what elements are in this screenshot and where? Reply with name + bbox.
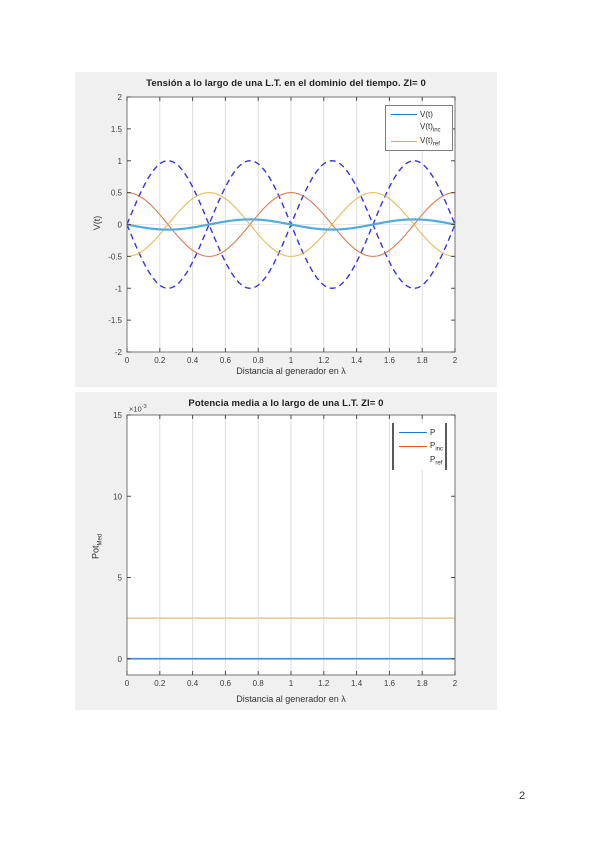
y-tick-label: 5 (118, 574, 123, 583)
legend-entry: Pref (394, 454, 445, 468)
y-tick-label: 0 (118, 221, 123, 230)
legend-line-swatch (391, 140, 417, 142)
x-tick-label: 2 (453, 356, 458, 365)
x-tick-label: 1.2 (318, 679, 330, 688)
x-tick-label: 0 (125, 679, 130, 688)
chart-title: Tensión a lo largo de una L.T. en el dom… (146, 78, 426, 89)
legend-line-swatch (391, 114, 417, 116)
chart-title: Potencia media a lo largo de una L.T. Zl… (188, 398, 384, 409)
legend-label: V(t)inc (420, 122, 441, 134)
x-tick-label: 1.4 (351, 356, 363, 365)
legend-label: V(t)ref (420, 135, 440, 148)
x-tick-label: 2 (453, 679, 458, 688)
y-tick-label: 1.5 (111, 125, 123, 134)
legend-box: P Pinc Pref (392, 423, 447, 470)
figure-power-chart: Potencia media a lo largo de una L.T. Zl… (75, 392, 497, 710)
series-v-total (126, 218, 456, 231)
y-axis-label: V(t) (92, 215, 102, 231)
y-tick-label: -1 (115, 284, 123, 293)
x-tick-label: 0.6 (220, 679, 232, 688)
x-tick-label: 1 (289, 679, 294, 688)
y-tick-label: 2 (118, 93, 123, 102)
x-tick-label: 0.8 (253, 356, 265, 365)
y-tick-label: 1 (118, 157, 123, 166)
legend-entry: Pinc (394, 439, 445, 453)
x-axis-label: Distancia al generador en λ (236, 366, 346, 376)
page-number: 2 (518, 790, 526, 802)
legend-entry: P (394, 425, 445, 439)
x-tick-label: 1.8 (417, 679, 429, 688)
legend-entry: V(t)inc (386, 121, 452, 134)
y-tick-label: 10 (113, 492, 122, 501)
x-tick-label: 0 (125, 356, 130, 365)
y-tick-label: -0.5 (108, 252, 122, 261)
x-tick-label: 1.4 (351, 679, 363, 688)
y-tick-label: 0.5 (111, 189, 123, 198)
x-tick-label: 1.6 (384, 679, 396, 688)
y-tick-label: 15 (113, 411, 122, 420)
x-tick-label: 0.8 (253, 679, 265, 688)
legend-label: V(t) (420, 110, 433, 120)
series-v-reflected (126, 192, 456, 257)
y-axis-label: PotMed (90, 533, 104, 559)
x-tick-label: 0.6 (220, 356, 232, 365)
legend-label: P (430, 427, 436, 437)
y-tick-label: -2 (115, 348, 123, 357)
x-axis-label: Distancia al generador en λ (236, 694, 346, 704)
legend-line-swatch (399, 445, 427, 447)
x-tick-label: 1.6 (384, 356, 396, 365)
x-tick-label: 1.2 (318, 356, 330, 365)
legend-entry: V(t)ref (386, 135, 452, 148)
x-tick-label: 0.4 (187, 356, 199, 365)
y-axis-multiplier: ×10-3 (129, 404, 147, 414)
legend-label: Pinc (430, 440, 444, 453)
x-tick-label: 0.2 (154, 356, 166, 365)
series-v-incident (126, 192, 456, 257)
y-tick-label: -1.5 (108, 316, 122, 325)
legend-label: Pref (430, 455, 443, 467)
legend-line-swatch (399, 431, 427, 433)
x-tick-label: 1.8 (417, 356, 429, 365)
x-tick-label: 0.2 (154, 679, 166, 688)
x-tick-label: 0.4 (187, 679, 199, 688)
y-tick-label: 0 (118, 655, 123, 664)
x-tick-label: 1 (289, 356, 294, 365)
legend-box: V(t) V(t)inc V(t)ref (385, 105, 453, 151)
figure-voltage-chart: Tensión a lo largo de una L.T. en el dom… (75, 72, 497, 387)
legend-entry: V(t) (386, 108, 452, 121)
